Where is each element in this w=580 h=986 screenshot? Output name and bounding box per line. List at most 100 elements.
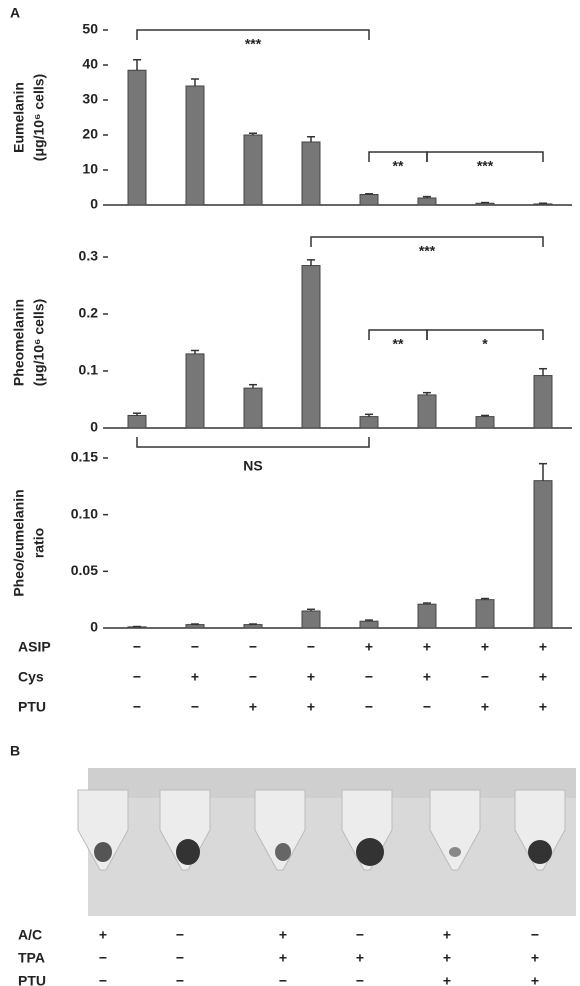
bar bbox=[301, 265, 321, 429]
bar bbox=[185, 624, 205, 629]
treatment-sign: + bbox=[356, 950, 364, 966]
bar bbox=[185, 353, 205, 429]
row-label: A/C bbox=[18, 927, 42, 943]
y-tick-label: 40 bbox=[82, 56, 98, 72]
significance-bracket bbox=[426, 329, 544, 340]
treatment-sign: + bbox=[539, 699, 547, 715]
treatment-sign: − bbox=[133, 699, 141, 715]
y-tick-label: 20 bbox=[82, 126, 98, 142]
bar bbox=[243, 624, 263, 629]
treatment-sign: + bbox=[423, 639, 431, 655]
significance-label: ** bbox=[393, 158, 404, 174]
treatment-sign: + bbox=[481, 699, 489, 715]
treatment-sign: − bbox=[365, 699, 373, 715]
treatment-sign: + bbox=[443, 973, 451, 986]
treatment-sign: − bbox=[423, 699, 431, 715]
bar bbox=[185, 85, 205, 206]
treatment-sign: + bbox=[279, 927, 287, 943]
treatment-sign: − bbox=[191, 699, 199, 715]
bar bbox=[533, 480, 553, 629]
treatment-sign: + bbox=[423, 669, 431, 685]
bar bbox=[301, 141, 321, 206]
treatment-sign: + bbox=[481, 639, 489, 655]
bar bbox=[127, 69, 147, 206]
y-tick-label: 0 bbox=[90, 419, 98, 435]
treatment-sign: − bbox=[99, 973, 107, 986]
treatment-sign: − bbox=[176, 927, 184, 943]
y-axis-label: Pheo/eumelanin bbox=[11, 489, 27, 596]
y-axis-label: (μg/10⁶ cells) bbox=[31, 74, 47, 161]
treatment-sign: − bbox=[307, 639, 315, 655]
treatment-sign: − bbox=[356, 927, 364, 943]
bar bbox=[243, 387, 263, 429]
y-axis-label: ratio bbox=[31, 528, 47, 558]
panel-label: B bbox=[10, 743, 20, 759]
significance-label: * bbox=[482, 336, 488, 352]
bar bbox=[127, 414, 147, 429]
treatment-sign: + bbox=[443, 950, 451, 966]
row-label: Cys bbox=[18, 669, 44, 685]
y-tick-label: 0.3 bbox=[79, 248, 99, 264]
row-label: ASIP bbox=[18, 639, 51, 655]
bar bbox=[301, 610, 321, 629]
y-axis-label: (μg/10⁶ cells) bbox=[31, 299, 47, 386]
y-tick-label: 0 bbox=[90, 196, 98, 212]
treatment-sign: − bbox=[481, 669, 489, 685]
significance-label: ** bbox=[393, 336, 404, 352]
y-tick-label: 30 bbox=[82, 91, 98, 107]
significance-label: *** bbox=[245, 36, 262, 52]
y-axis-label: Eumelanin bbox=[11, 82, 27, 153]
bar bbox=[417, 603, 437, 629]
significance-label: *** bbox=[477, 158, 494, 174]
significance-bracket bbox=[136, 29, 370, 40]
y-tick-label: 0.15 bbox=[71, 449, 98, 465]
y-tick-label: 0.1 bbox=[79, 362, 99, 378]
treatment-sign: − bbox=[531, 927, 539, 943]
bar bbox=[533, 203, 553, 206]
treatment-sign: + bbox=[307, 669, 315, 685]
treatment-sign: − bbox=[249, 669, 257, 685]
y-tick-label: 50 bbox=[82, 21, 98, 37]
y-tick-label: 0 bbox=[90, 619, 98, 635]
bar bbox=[417, 197, 437, 206]
significance-label: NS bbox=[243, 458, 262, 474]
bar bbox=[475, 416, 495, 429]
y-tick-label: 0.10 bbox=[71, 505, 98, 521]
panel-label: A bbox=[10, 5, 20, 21]
y-axis-label: Pheomelanin bbox=[11, 299, 27, 386]
bar bbox=[243, 134, 263, 206]
treatment-sign: + bbox=[539, 669, 547, 685]
row-label: PTU bbox=[18, 973, 46, 986]
treatment-sign: + bbox=[443, 927, 451, 943]
treatment-sign: + bbox=[365, 639, 373, 655]
treatment-sign: + bbox=[531, 950, 539, 966]
y-tick-label: 0.2 bbox=[79, 305, 99, 321]
treatment-sign: + bbox=[99, 927, 107, 943]
treatment-sign: + bbox=[531, 973, 539, 986]
significance-bracket bbox=[310, 236, 544, 247]
treatment-sign: − bbox=[133, 639, 141, 655]
treatment-sign: − bbox=[133, 669, 141, 685]
treatment-sign: − bbox=[365, 669, 373, 685]
treatment-sign: − bbox=[356, 973, 364, 986]
treatment-sign: + bbox=[279, 950, 287, 966]
treatment-sign: − bbox=[99, 950, 107, 966]
treatment-sign: − bbox=[176, 973, 184, 986]
treatment-sign: + bbox=[307, 699, 315, 715]
row-label: PTU bbox=[18, 699, 46, 715]
treatment-sign: + bbox=[249, 699, 257, 715]
treatment-sign: − bbox=[279, 973, 287, 986]
row-label: TPA bbox=[18, 950, 45, 966]
bar bbox=[417, 394, 437, 429]
y-tick-label: 10 bbox=[82, 161, 98, 177]
treatment-sign: − bbox=[176, 950, 184, 966]
bar bbox=[359, 416, 379, 429]
treatment-sign: + bbox=[191, 669, 199, 685]
y-tick-label: 0.05 bbox=[71, 562, 98, 578]
bar bbox=[475, 202, 495, 206]
significance-bracket bbox=[426, 151, 544, 162]
bar bbox=[533, 375, 553, 429]
treatment-sign: − bbox=[249, 639, 257, 655]
treatment-sign: − bbox=[191, 639, 199, 655]
